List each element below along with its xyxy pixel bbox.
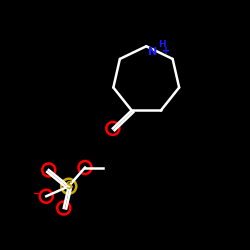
Circle shape: [42, 164, 55, 176]
Text: +: +: [162, 46, 170, 56]
Circle shape: [78, 161, 92, 174]
Circle shape: [40, 190, 53, 203]
Circle shape: [106, 122, 119, 135]
Text: S: S: [65, 181, 72, 191]
Text: H: H: [158, 40, 166, 50]
Circle shape: [61, 179, 76, 194]
Text: N: N: [148, 47, 158, 57]
Text: −: −: [32, 189, 42, 199]
Circle shape: [57, 202, 70, 214]
